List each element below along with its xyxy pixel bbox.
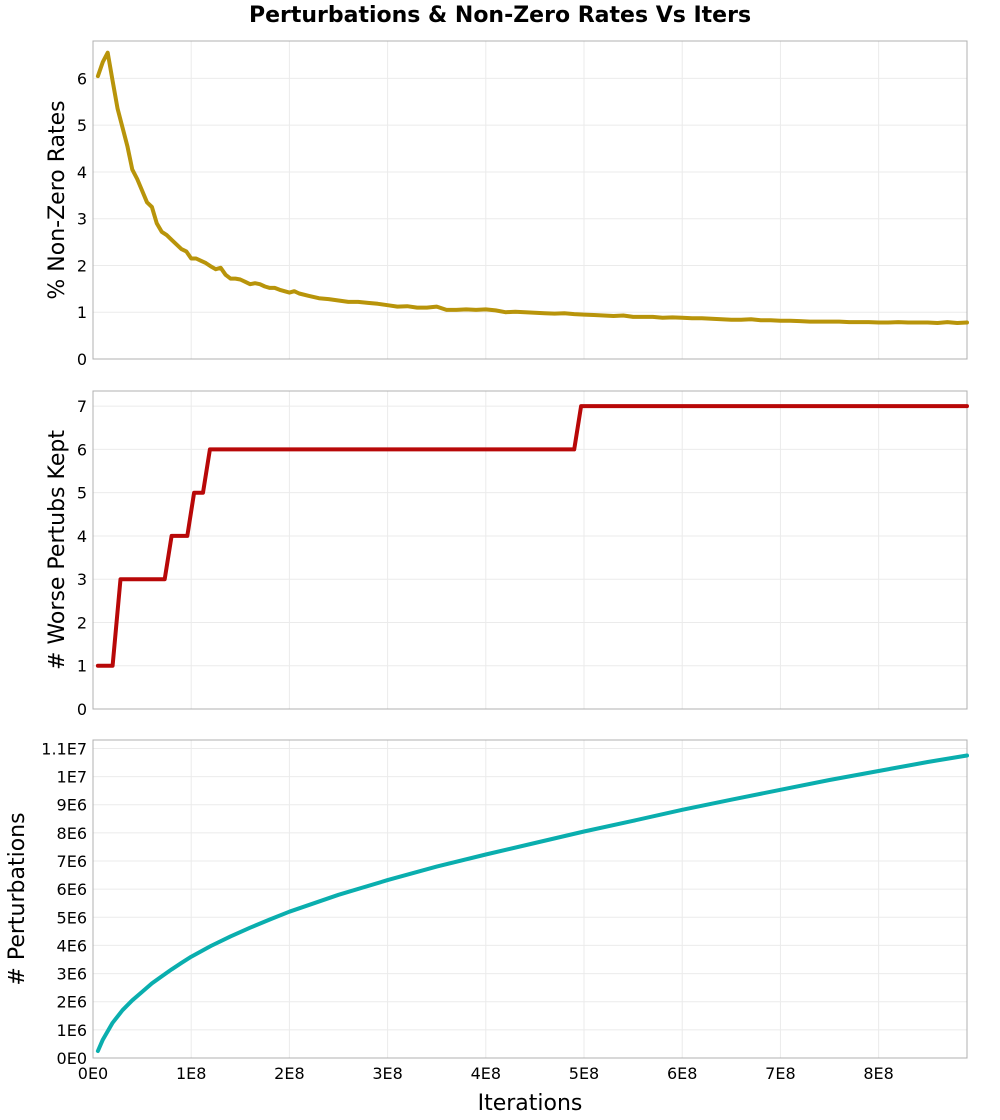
- y-tick-label-perturbations-0: 0E0: [57, 1049, 87, 1068]
- x-axis-label: Iterations: [478, 1091, 583, 1116]
- y-axis-label-non-zero-rates: % Non-Zero Rates: [45, 100, 70, 299]
- x-tick-label-1: 1E8: [176, 1064, 206, 1083]
- y-tick-label-non-zero-rates-4: 4: [77, 163, 87, 182]
- y-tick-label-worse-perturbs-kept-6: 6: [77, 440, 87, 459]
- series-line-worse-perturbs-kept: [95, 404, 969, 668]
- chart-title: Perturbations & Non-Zero Rates Vs Iters: [249, 3, 751, 28]
- y-tick-label-non-zero-rates-6: 6: [77, 69, 87, 88]
- plot-frame-non-zero-rates: [92, 40, 968, 360]
- x-tick-label-4: 4E8: [471, 1064, 501, 1083]
- y-tick-label-worse-perturbs-kept-1: 1: [77, 657, 87, 676]
- x-tick-label-7: 7E8: [765, 1064, 795, 1083]
- panel-worse-perturbs-kept: 0 1 2 3 4 5 6 7 # Worse Pertubs Kept: [45, 390, 969, 719]
- y-tick-label-worse-perturbs-kept-0: 0: [77, 700, 87, 719]
- y-tick-label-worse-perturbs-kept-7: 7: [77, 397, 87, 416]
- y-tick-label-perturbations-5: 5E6: [57, 908, 87, 927]
- y-tick-label-non-zero-rates-0: 0: [77, 350, 87, 369]
- series-line-perturbations: [95, 753, 969, 1053]
- y-tick-label-worse-perturbs-kept-4: 4: [77, 527, 87, 546]
- x-ticks: 0E0 1E8 2E8 3E8 4E8 5E8 6E8 7E8 8E8: [78, 1064, 894, 1083]
- y-tick-label-non-zero-rates-5: 5: [77, 116, 87, 135]
- x-tick-label-8: 8E8: [863, 1064, 893, 1083]
- y-tick-label-worse-perturbs-kept-5: 5: [77, 484, 87, 503]
- y-ticks-worse-perturbs-kept: 0 1 2 3 4 5 6 7: [77, 397, 87, 719]
- x-tick-label-3: 3E8: [372, 1064, 402, 1083]
- y-axis-label-worse-perturbs-kept: # Worse Pertubs Kept: [45, 430, 70, 670]
- plot-frame-worse-perturbs-kept: [92, 390, 968, 710]
- y-tick-label-perturbations-7: 7E6: [57, 852, 87, 871]
- plot-frame-perturbations: [92, 739, 968, 1059]
- y-tick-label-perturbations-6: 6E6: [57, 880, 87, 899]
- x-tick-label-2: 2E8: [274, 1064, 304, 1083]
- y-tick-label-perturbations-9: 9E6: [57, 796, 87, 815]
- x-tick-label-0: 0E0: [78, 1064, 108, 1083]
- gridlines-worse-perturbs-kept: [92, 391, 967, 710]
- y-axis-label-perturbations: # Perturbations: [5, 812, 30, 985]
- y-tick-label-worse-perturbs-kept-3: 3: [77, 570, 87, 589]
- x-tick-label-6: 6E8: [667, 1064, 697, 1083]
- y-tick-label-perturbations-3: 3E6: [57, 965, 87, 984]
- y-tick-label-perturbations-1: 1E6: [57, 1021, 87, 1040]
- y-tick-label-perturbations-2: 2E6: [57, 993, 87, 1012]
- panel-perturbations: 0E0 1E6 2E6 3E6 4E6 5E6 6E6 7E6 8E6 9E6 1E7 1.1E7 #…: [5, 739, 969, 1068]
- gridlines-perturbations: [92, 740, 967, 1059]
- panel-non-zero-rates: 0 1 2 3 4 5 6 % Non-Zero Rates: [45, 40, 969, 369]
- y-tick-label-non-zero-rates-3: 3: [77, 210, 87, 229]
- y-ticks-perturbations: 0E0 1E6 2E6 3E6 4E6 5E6 6E6 7E6 8E6 9E6 1E7 1.1E7: [41, 739, 87, 1068]
- y-ticks-non-zero-rates: 0 1 2 3 4 5 6: [77, 69, 87, 369]
- y-tick-label-worse-perturbs-kept-2: 2: [77, 613, 87, 632]
- y-tick-label-perturbations-4: 4E6: [57, 936, 87, 955]
- y-tick-label-perturbations-10: 1E7: [57, 768, 87, 787]
- x-tick-label-5: 5E8: [569, 1064, 599, 1083]
- series-line-non-zero-rates: [95, 50, 969, 325]
- y-tick-label-perturbations-8: 8E6: [57, 824, 87, 843]
- y-tick-label-non-zero-rates-1: 1: [77, 303, 87, 322]
- y-tick-label-non-zero-rates-2: 2: [77, 256, 87, 275]
- y-tick-label-perturbations-11: 1.1E7: [41, 739, 87, 758]
